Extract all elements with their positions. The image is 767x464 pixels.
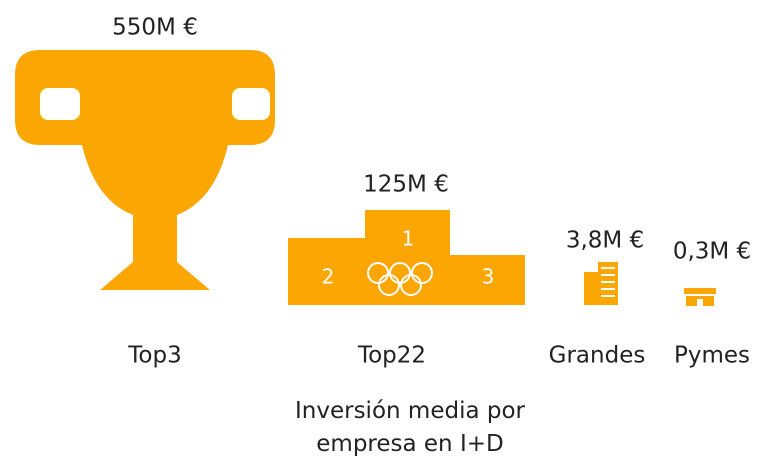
shop-door bbox=[697, 299, 703, 306]
window-line bbox=[601, 267, 615, 269]
window-line bbox=[601, 281, 615, 283]
value-label: 125M € bbox=[363, 172, 449, 198]
pictogram-icon bbox=[15, 50, 275, 290]
window-line bbox=[601, 288, 615, 290]
category-label: Top3 bbox=[127, 343, 181, 369]
trophy-body bbox=[15, 50, 275, 290]
podium-number: 2 bbox=[322, 265, 335, 289]
olympic-ring bbox=[389, 262, 411, 284]
window-line bbox=[601, 274, 615, 276]
pictogram-icon bbox=[684, 288, 716, 306]
podium-body bbox=[288, 210, 525, 305]
olympic-ring bbox=[400, 274, 422, 296]
olympic-ring bbox=[411, 262, 433, 284]
value-label: 3,8M € bbox=[566, 228, 644, 254]
window-line bbox=[601, 295, 615, 297]
value-label: 550M € bbox=[112, 15, 198, 41]
shop-roof bbox=[684, 288, 716, 294]
building-left bbox=[584, 272, 598, 305]
olympic-ring bbox=[367, 262, 389, 284]
category-label: Top22 bbox=[357, 343, 426, 369]
pictogram-icon: 1 2 3 bbox=[288, 210, 525, 305]
podium-number: 3 bbox=[482, 265, 495, 289]
olympic-ring bbox=[378, 274, 400, 296]
category-label: Grandes bbox=[549, 343, 646, 369]
trophy-hole bbox=[40, 88, 80, 120]
building-right bbox=[598, 262, 618, 305]
trophy-hole bbox=[232, 88, 270, 120]
value-label: 0,3M € bbox=[673, 239, 751, 265]
pictogram-icon bbox=[584, 262, 618, 305]
category-label: Pymes bbox=[674, 343, 750, 369]
chart-title: Inversión media por empresa en I+D bbox=[295, 398, 525, 457]
podium-number: 1 bbox=[402, 227, 415, 251]
